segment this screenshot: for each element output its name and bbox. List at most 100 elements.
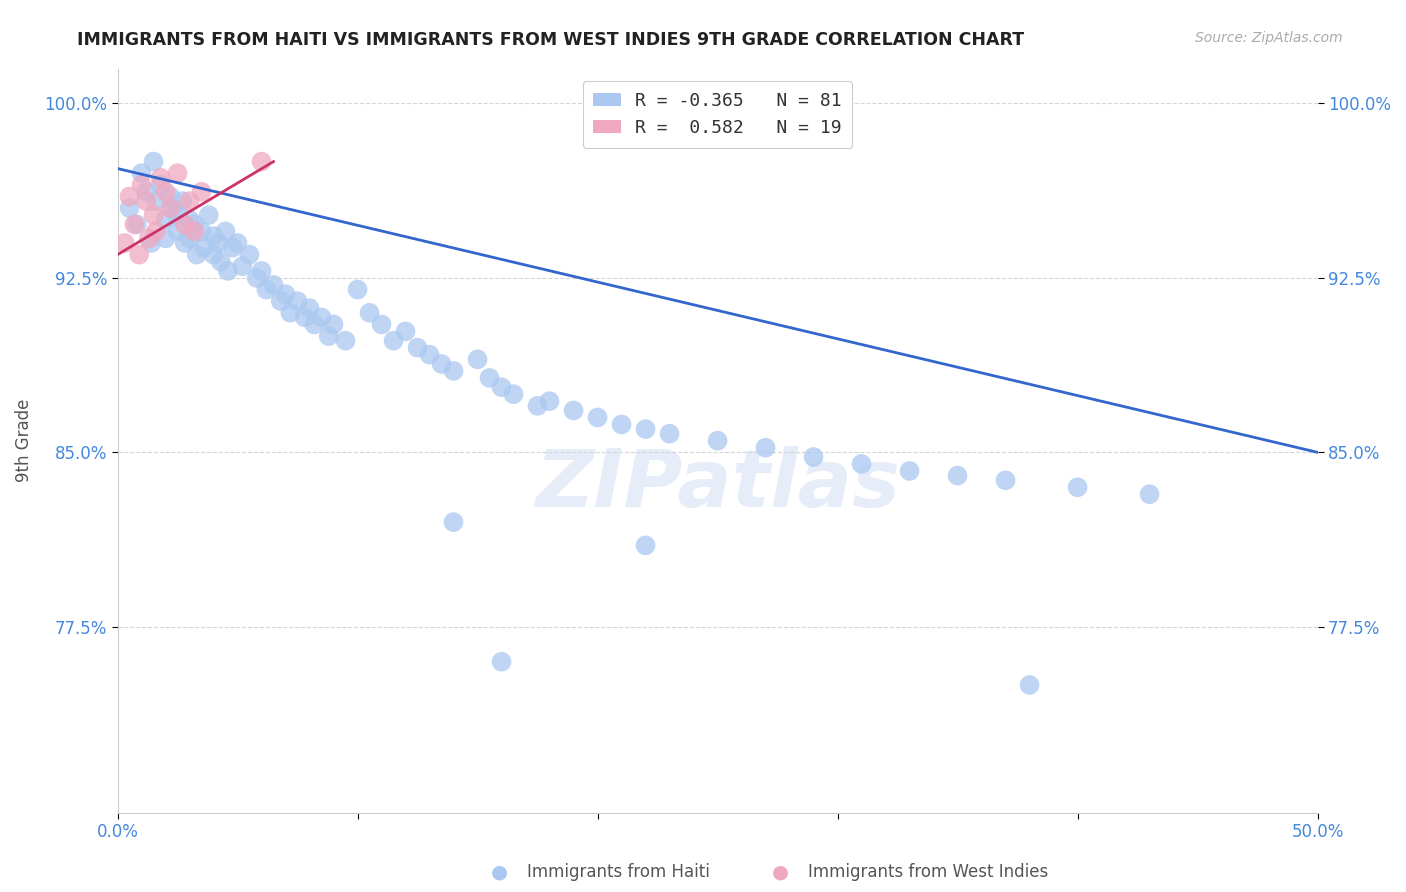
Point [294, 310, 316, 325]
Point [183, 224, 205, 238]
Point [406, 341, 429, 355]
Text: Immigrants from Haiti: Immigrants from Haiti [527, 863, 710, 881]
Point [430, 357, 453, 371]
Point [217, 264, 239, 278]
Point [370, 318, 392, 332]
Point [173, 218, 195, 232]
Point [491, 655, 513, 669]
Point [155, 185, 177, 199]
Point [443, 364, 465, 378]
Point [634, 422, 657, 436]
Point [179, 194, 201, 208]
Point [706, 434, 728, 448]
Text: Immigrants from West Indies: Immigrants from West Indies [808, 863, 1049, 881]
Point [197, 208, 219, 222]
Point [135, 185, 157, 199]
Point [166, 224, 188, 238]
Point [209, 254, 232, 268]
Point [538, 394, 561, 409]
Point [162, 201, 184, 215]
Point [311, 310, 333, 325]
Point [139, 235, 162, 250]
Point [994, 473, 1017, 487]
Point [419, 348, 441, 362]
Legend: R = -0.365   N = 81, R =  0.582   N = 19: R = -0.365 N = 81, R = 0.582 N = 19 [582, 81, 852, 148]
Point [443, 515, 465, 529]
Point [179, 231, 201, 245]
Point [250, 154, 273, 169]
Point [1066, 480, 1088, 494]
Point [190, 185, 212, 199]
Point [250, 264, 273, 278]
Point [145, 194, 167, 208]
Point [149, 178, 172, 192]
Point [128, 247, 150, 261]
Y-axis label: 9th Grade: 9th Grade [15, 399, 32, 483]
Text: IMMIGRANTS FROM HAITI VS IMMIGRANTS FROM WEST INDIES 9TH GRADE CORRELATION CHART: IMMIGRANTS FROM HAITI VS IMMIGRANTS FROM… [77, 31, 1025, 49]
Point [124, 218, 146, 232]
Point [246, 271, 269, 285]
Point [304, 318, 326, 332]
Point [898, 464, 921, 478]
Point [287, 294, 309, 309]
Point [138, 231, 160, 245]
Point [382, 334, 405, 348]
Point [322, 318, 344, 332]
Point [131, 166, 153, 180]
Point [159, 201, 181, 215]
Point [118, 189, 141, 203]
Point [222, 241, 245, 255]
Point [270, 294, 292, 309]
Point [851, 457, 873, 471]
Point [491, 380, 513, 394]
Point [131, 178, 153, 192]
Point [172, 194, 194, 208]
Text: Source: ZipAtlas.com: Source: ZipAtlas.com [1195, 31, 1343, 45]
Point [207, 235, 229, 250]
Point [149, 170, 172, 185]
Point [202, 229, 225, 244]
Point [118, 201, 141, 215]
Point [142, 208, 165, 222]
Point [166, 166, 188, 180]
Point [335, 334, 357, 348]
Point [135, 194, 157, 208]
Text: ZIPatlas: ZIPatlas [536, 446, 900, 524]
Point [298, 301, 321, 315]
Point [754, 441, 776, 455]
Text: ●: ● [772, 863, 789, 882]
Point [173, 235, 195, 250]
Point [346, 283, 368, 297]
Point [202, 247, 225, 261]
Point [166, 208, 188, 222]
Point [226, 235, 249, 250]
Point [186, 247, 208, 261]
Point [114, 235, 136, 250]
Point [183, 218, 205, 232]
Point [254, 283, 277, 297]
Point [155, 212, 177, 227]
Point [231, 259, 253, 273]
Point [190, 224, 212, 238]
Point [359, 306, 381, 320]
Point [155, 231, 177, 245]
Point [610, 417, 633, 432]
Point [658, 426, 681, 441]
Point [586, 410, 609, 425]
Point [193, 241, 215, 255]
Point [562, 403, 585, 417]
Point [394, 325, 416, 339]
Point [145, 224, 167, 238]
Point [318, 329, 340, 343]
Point [263, 277, 285, 292]
Point [214, 224, 236, 238]
Point [803, 450, 825, 464]
Point [1139, 487, 1161, 501]
Point [142, 154, 165, 169]
Point [125, 218, 148, 232]
Point [278, 306, 301, 320]
Point [179, 212, 201, 227]
Point [634, 538, 657, 552]
Point [946, 468, 969, 483]
Point [159, 189, 181, 203]
